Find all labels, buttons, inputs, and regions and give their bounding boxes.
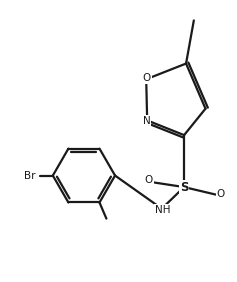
Text: NH: NH bbox=[155, 205, 171, 215]
Text: Br: Br bbox=[24, 171, 36, 180]
Text: O: O bbox=[216, 189, 225, 199]
Text: O: O bbox=[145, 175, 153, 185]
Text: O: O bbox=[142, 73, 151, 83]
Text: N: N bbox=[143, 116, 150, 126]
Text: S: S bbox=[180, 180, 188, 193]
